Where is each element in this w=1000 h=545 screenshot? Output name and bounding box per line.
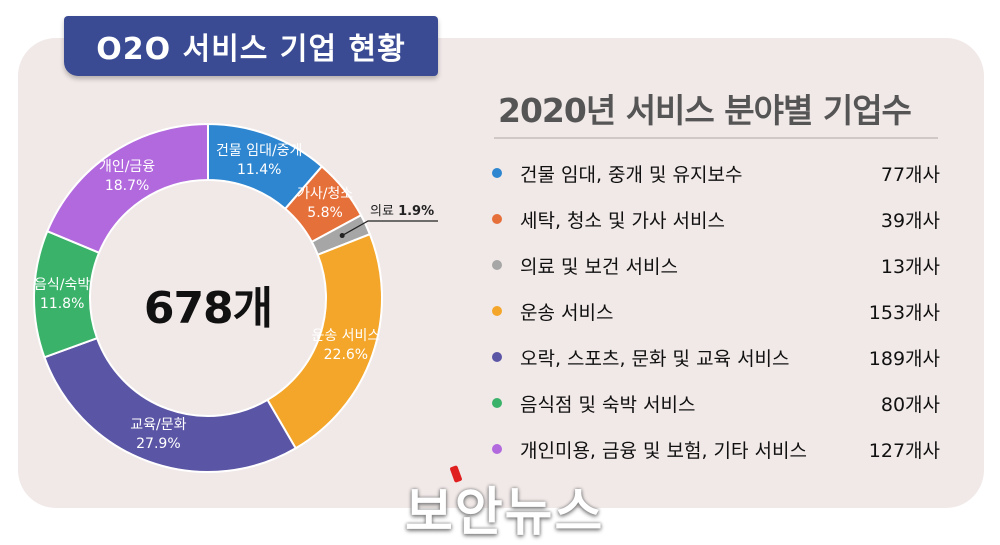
slice-label-pct: 5.8% <box>307 205 343 222</box>
legend-name: 오락, 스포츠, 문화 및 교육 서비스 <box>520 347 790 370</box>
legend-dot <box>492 398 502 408</box>
legend-count: 189개사 <box>868 347 940 370</box>
legend-count: 77개사 <box>880 163 940 186</box>
legend-count: 127개사 <box>868 439 940 462</box>
legend-item: 음식점 및 숙박 서비스 80개사 <box>490 380 940 426</box>
legend: 건물 임대, 중개 및 유지보수 77개사 세탁, 청소 및 가사 서비스 39… <box>490 150 940 472</box>
legend-name: 개인미용, 금융 및 보험, 기타 서비스 <box>520 439 807 462</box>
legend-dot <box>492 260 502 270</box>
leader-dot <box>339 233 345 239</box>
slice-label-name: 건물 임대/중개 <box>215 143 303 160</box>
slice-label: 운송 서비스 22.6% <box>311 327 380 365</box>
legend-dot <box>492 352 502 362</box>
legend-count: 153개사 <box>868 301 940 324</box>
donut-slice <box>46 122 209 255</box>
chart-title: 2020년 서비스 분야별 기업수 <box>498 91 912 130</box>
legend-name: 의료 및 보건 서비스 <box>520 255 678 278</box>
slice-label: 건물 임대/중개 11.4% <box>216 142 302 180</box>
watermark-logo: 보안뉴스 <box>405 483 605 543</box>
slice-label: 교육/문화 27.9% <box>130 416 186 454</box>
banner-title: O2O 서비스 기업 현황 <box>96 32 406 67</box>
legend-name: 세탁, 청소 및 가사 서비스 <box>520 209 725 232</box>
slice-label-name: 운송 서비스 <box>311 327 381 344</box>
donut-center-total: 678개 <box>143 283 273 334</box>
slice-label-name: 가사/청소 <box>296 186 354 203</box>
slice-label: 음식/숙박 11.8% <box>34 276 90 314</box>
legend-item: 오락, 스포츠, 문화 및 교육 서비스 189개사 <box>490 334 940 380</box>
slice-label-pct: 22.6% <box>323 346 369 363</box>
slice-label-pct: 11.8% <box>39 295 85 312</box>
leader-line <box>341 220 438 237</box>
legend-count: 39개사 <box>880 209 940 232</box>
slice-label-pct: 11.4% <box>236 162 282 179</box>
slice-label-pct: 27.9% <box>136 436 181 453</box>
legend-name: 음식점 및 숙박 서비스 <box>520 393 696 416</box>
legend-item: 세탁, 청소 및 가사 서비스 39개사 <box>490 196 940 242</box>
slice-label-external: 의료 1.9% <box>370 200 434 219</box>
slice-label-name: 음식/숙박 <box>34 276 91 293</box>
legend-dot <box>492 444 502 454</box>
legend-dot <box>492 214 502 224</box>
slice-label-name: 개인/금융 <box>98 158 156 175</box>
legend-item: 운송 서비스 153개사 <box>490 288 940 334</box>
legend-name: 건물 임대, 중개 및 유지보수 <box>520 163 743 186</box>
slice-label: 가사/청소 5.8% <box>297 185 353 223</box>
slice-label: 개인/금융 18.7% <box>99 158 155 196</box>
legend-item: 건물 임대, 중개 및 유지보수 77개사 <box>490 150 940 196</box>
legend-count: 80개사 <box>880 393 940 416</box>
external-label-name: 의료 <box>370 204 394 219</box>
legend-count: 13개사 <box>880 255 940 278</box>
legend-item: 의료 및 보건 서비스 13개사 <box>490 242 940 288</box>
legend-dot <box>492 168 502 178</box>
legend-name: 운송 서비스 <box>520 301 614 324</box>
title-banner: O2O 서비스 기업 현황 <box>64 16 438 76</box>
slice-label-pct: 18.7% <box>104 177 150 194</box>
donut-slice <box>43 336 298 473</box>
slice-label-name: 교육/문화 <box>130 417 187 434</box>
title-underline <box>494 137 938 139</box>
external-label-pct: 1.9% <box>398 204 435 219</box>
legend-item: 개인미용, 금융 및 보험, 기타 서비스 127개사 <box>490 426 940 472</box>
legend-dot <box>492 306 502 316</box>
